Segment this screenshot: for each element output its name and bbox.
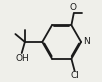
Text: Cl: Cl [70,71,79,80]
Text: OH: OH [15,54,29,63]
Text: N: N [83,37,90,46]
Text: O: O [70,4,77,12]
